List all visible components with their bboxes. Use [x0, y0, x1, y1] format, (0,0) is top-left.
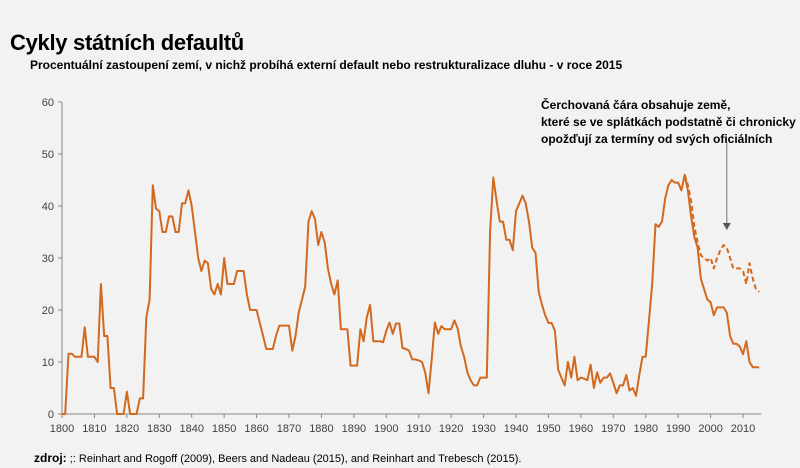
y-tick-label: 60	[42, 97, 54, 109]
x-tick-label: 1810	[82, 423, 106, 435]
annotation-line: opožďují za termíny od svých oficiálních	[541, 132, 773, 146]
source-note: zdroj: ;: Reinhart and Rogoff (2009), Be…	[34, 451, 521, 465]
series-line-dashed	[683, 174, 760, 293]
x-tick-label: 1860	[244, 423, 268, 435]
x-tick-label: 1870	[277, 423, 301, 435]
source-text: ;: Reinhart and Rogoff (2009), Beers and…	[66, 453, 522, 465]
y-tick-label: 10	[42, 357, 54, 369]
arrowhead-icon	[722, 223, 731, 230]
x-tick-label: 1910	[406, 423, 430, 435]
y-tick-label: 0	[48, 409, 54, 421]
x-tick-label: 1920	[439, 423, 463, 435]
x-tick-label: 1940	[504, 423, 528, 435]
x-tick-label: 2000	[698, 423, 722, 435]
annotation-line: Čerchovaná čára obsahuje země,	[541, 98, 731, 112]
y-tick-label: 20	[42, 305, 54, 317]
series-line-solid	[62, 173, 760, 415]
x-tick-label: 1880	[309, 423, 333, 435]
annotation-line: které se ve splátkách podstatně či chron…	[541, 115, 796, 129]
x-tick-label: 1980	[633, 423, 657, 435]
x-tick-label: 1820	[115, 423, 139, 435]
x-tick-label: 1840	[179, 423, 203, 435]
x-tick-label: 1970	[601, 423, 625, 435]
y-tick-label: 30	[42, 253, 54, 265]
y-tick-label: 50	[42, 149, 54, 161]
y-tick-label: 40	[42, 201, 54, 213]
x-tick-label: 1850	[212, 423, 236, 435]
x-tick-label: 1890	[342, 423, 366, 435]
x-tick-label: 1990	[666, 423, 690, 435]
x-tick-label: 1930	[471, 423, 495, 435]
source-label: zdroj:	[34, 451, 67, 465]
annotation: Čerchovaná čára obsahuje země, které se …	[541, 97, 796, 148]
x-tick-label: 1800	[50, 423, 74, 435]
x-tick-label: 1960	[569, 423, 593, 435]
x-tick-label: 1900	[374, 423, 398, 435]
x-tick-label: 2010	[731, 423, 755, 435]
chart-title: Cykly státních defaultů	[10, 30, 244, 55]
chart-subtitle: Procentuální zastoupení zemí, v nichž pr…	[30, 58, 623, 72]
x-tick-label: 1950	[536, 423, 560, 435]
x-tick-label: 1830	[147, 423, 171, 435]
